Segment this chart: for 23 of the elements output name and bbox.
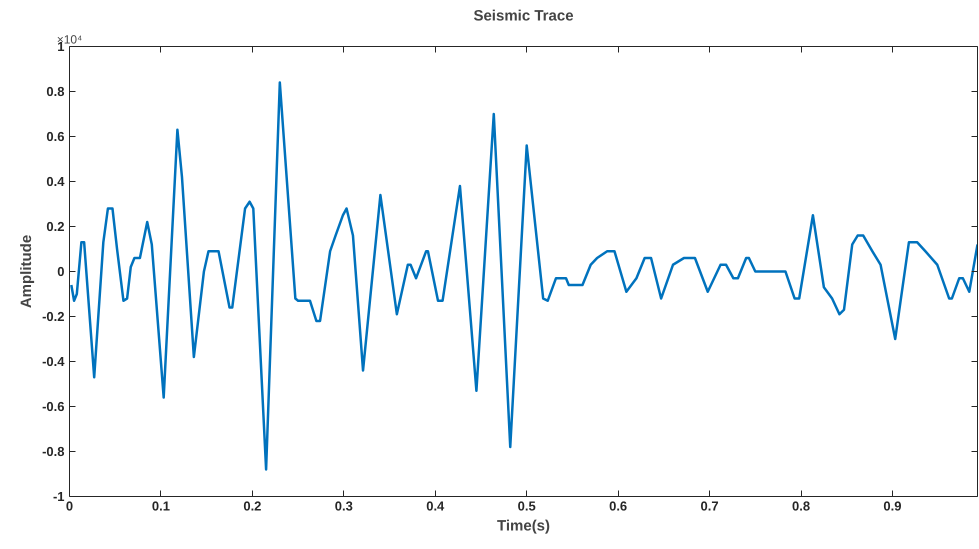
y-tick-label: -0.8 — [42, 444, 65, 459]
y-tick-label: 0.2 — [46, 219, 65, 234]
y-tick-label: -0.4 — [42, 354, 66, 369]
y-tick-label: 0 — [57, 264, 65, 279]
y-tick-label: 0.4 — [46, 174, 66, 189]
x-tick-label: 0.5 — [518, 498, 536, 514]
x-tick-label: 0.3 — [334, 498, 353, 514]
y-tick-label: 0.8 — [46, 84, 65, 99]
x-tick-label: 0.1 — [152, 498, 170, 514]
y-tick-label: 0.6 — [46, 129, 65, 144]
y-tick-label: -0.2 — [42, 309, 65, 324]
y-tick-label: -0.6 — [42, 399, 65, 414]
x-tick-label: 0.9 — [883, 498, 902, 514]
x-tick-label: 0.7 — [700, 498, 719, 514]
line-series — [70, 81, 978, 471]
x-axis-title: Time(s) — [496, 518, 550, 534]
y-axis-title: Amplitude — [18, 234, 36, 308]
x-tick-label: 0.8 — [792, 498, 810, 514]
chart-title: Seismic Trace — [473, 8, 574, 24]
x-tick-label: 0.2 — [243, 498, 262, 514]
x-tick-label: 0.6 — [609, 498, 628, 514]
y-tick-label: -1 — [52, 489, 65, 504]
x-tick-label: 0.4 — [426, 498, 446, 514]
